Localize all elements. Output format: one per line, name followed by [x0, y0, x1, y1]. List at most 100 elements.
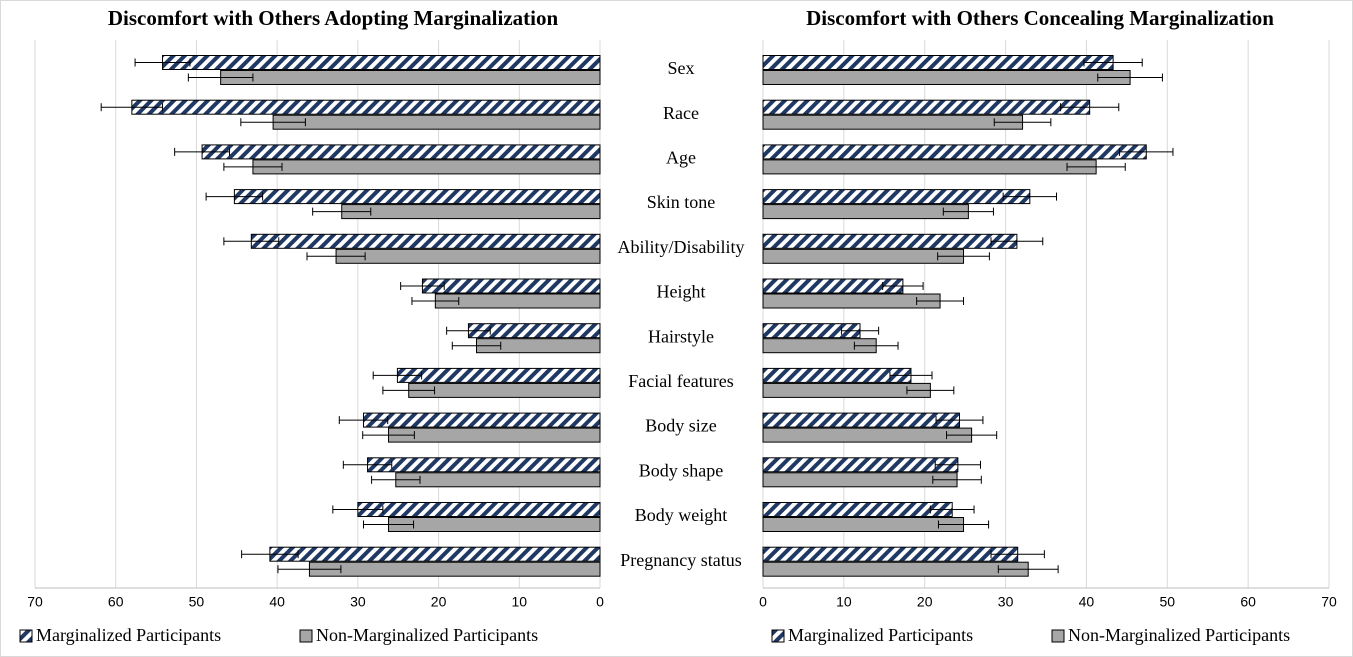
- error-bar: [906, 386, 955, 395]
- x-tick-label: 10: [836, 594, 852, 610]
- error-bar: [363, 520, 415, 529]
- x-tick-label: 0: [759, 594, 767, 610]
- bar: [762, 293, 941, 309]
- bar: [357, 502, 601, 517]
- bar: [252, 159, 601, 175]
- legend-label: Non-Marginalized Participants: [1068, 625, 1290, 645]
- x-tick-label: 20: [431, 594, 447, 610]
- error-bar: [937, 520, 990, 529]
- bar: [421, 278, 601, 294]
- bar: [408, 382, 601, 398]
- legend-label: Marginalized Participants: [36, 625, 221, 645]
- error-bar: [990, 237, 1044, 246]
- x-tick-label: 0: [596, 594, 604, 610]
- error-bar: [942, 207, 994, 216]
- legend-swatch: [1051, 629, 1065, 643]
- error-bar: [411, 297, 460, 305]
- bar: [762, 427, 973, 443]
- error-bar: [934, 460, 982, 469]
- error-bar: [853, 341, 899, 350]
- bar: [388, 427, 601, 443]
- legend-label: Marginalized Participants: [788, 625, 973, 645]
- category-label: Pregnancy status: [620, 550, 741, 570]
- bar: [272, 114, 601, 130]
- category-label: Body size: [645, 416, 717, 436]
- bar: [250, 233, 601, 249]
- x-tick-label: 20: [917, 594, 933, 610]
- bar: [762, 502, 953, 517]
- error-bar: [446, 326, 491, 335]
- x-tick-label: 70: [27, 594, 43, 610]
- chart-title: Discomfort with Others Adopting Marginal…: [108, 6, 559, 30]
- chart-title: Discomfort with Others Concealing Margin…: [806, 6, 1274, 30]
- bar: [762, 204, 969, 220]
- bar: [162, 55, 601, 70]
- bar: [762, 517, 965, 532]
- error-bar: [990, 550, 1045, 559]
- error-bar: [332, 505, 384, 514]
- bar: [233, 189, 601, 205]
- bar: [762, 248, 965, 264]
- bar: [762, 457, 959, 473]
- error-bar: [223, 237, 280, 246]
- error-bar: [205, 192, 264, 201]
- error-bar: [451, 341, 502, 350]
- error-bar: [100, 103, 164, 112]
- bar: [762, 99, 1091, 115]
- error-bar: [371, 475, 421, 484]
- x-tick-label: 50: [1159, 594, 1175, 610]
- error-bar: [937, 252, 990, 261]
- bar: [762, 55, 1114, 70]
- error-bar: [840, 326, 880, 335]
- error-bar: [997, 565, 1059, 574]
- bar: [388, 517, 601, 532]
- error-bar: [223, 162, 283, 171]
- category-label: Sex: [668, 58, 695, 78]
- bar: [269, 546, 601, 562]
- category-label: Skin tone: [647, 192, 716, 212]
- error-bar: [362, 431, 415, 440]
- category-label: Facial features: [628, 371, 733, 391]
- error-bar: [382, 386, 436, 395]
- x-tick-label: 60: [108, 594, 124, 610]
- legend-swatch: [19, 629, 33, 643]
- x-tick-label: 10: [511, 594, 527, 610]
- legend-swatch: [771, 629, 785, 643]
- bar: [220, 70, 601, 85]
- error-bar: [312, 207, 372, 216]
- error-bar: [240, 118, 306, 127]
- bar: [762, 412, 960, 428]
- bar: [131, 99, 601, 115]
- error-bar: [889, 371, 933, 380]
- bar: [396, 367, 601, 383]
- bar: [762, 546, 1019, 562]
- x-tick-label: 30: [350, 594, 366, 610]
- bar: [762, 114, 1024, 130]
- error-bar: [400, 282, 445, 290]
- bar: [762, 159, 1097, 175]
- bar: [308, 561, 601, 577]
- error-bar: [882, 282, 924, 290]
- error-bar: [277, 565, 342, 574]
- error-bar: [174, 147, 231, 156]
- error-bar: [935, 416, 984, 425]
- error-bar: [1002, 192, 1058, 201]
- bar: [762, 233, 1018, 249]
- bar: [341, 204, 601, 220]
- category-label: Race: [663, 103, 699, 123]
- error-bar: [1097, 73, 1163, 82]
- bar: [762, 472, 958, 488]
- error-bar: [342, 460, 393, 469]
- error-bar: [932, 475, 982, 484]
- x-tick-label: 60: [1240, 594, 1256, 610]
- error-bar: [241, 550, 299, 559]
- bar: [434, 293, 601, 309]
- error-bar: [1119, 147, 1174, 156]
- x-tick-label: 30: [998, 594, 1014, 610]
- x-tick-label: 40: [269, 594, 285, 610]
- error-bar: [338, 416, 389, 425]
- bar: [762, 561, 1029, 577]
- error-bar: [372, 371, 423, 380]
- x-tick-label: 50: [189, 594, 205, 610]
